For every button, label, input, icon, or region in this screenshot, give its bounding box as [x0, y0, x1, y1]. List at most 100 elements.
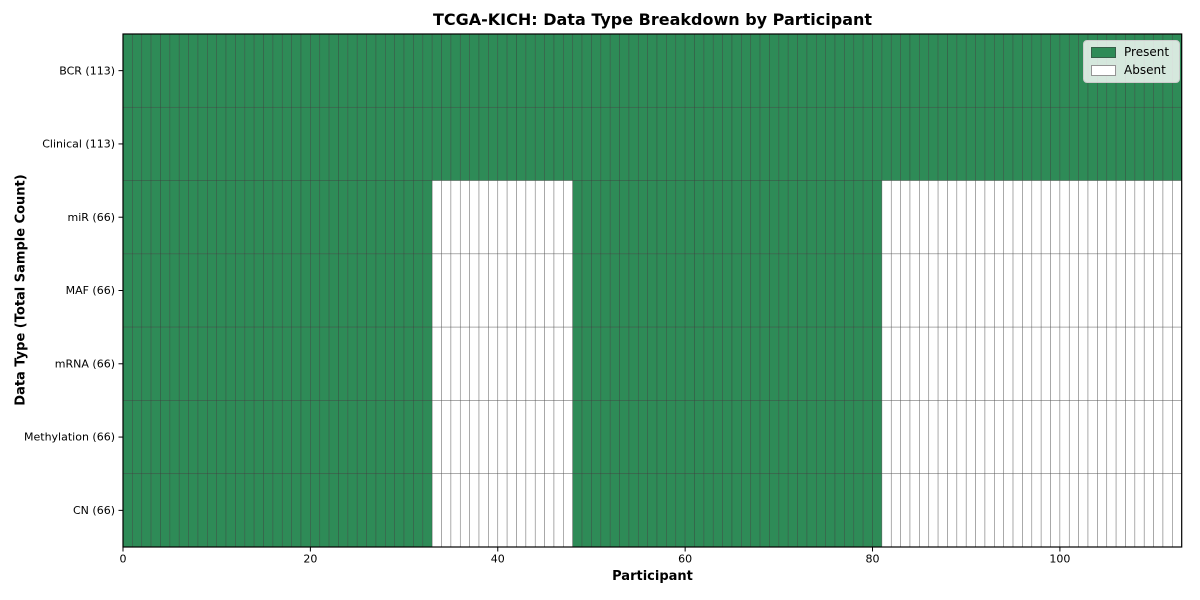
heatmap-cell: [731, 326, 742, 401]
heatmap-cell: [1106, 180, 1117, 255]
heatmap-cell: [928, 33, 939, 108]
heatmap-cell: [1078, 253, 1089, 328]
heatmap-cell: [291, 253, 302, 328]
heatmap-cell: [637, 473, 648, 548]
heatmap-cell: [132, 473, 143, 548]
heatmap-cell: [600, 326, 611, 401]
heatmap-cell: [778, 473, 789, 548]
heatmap-cell: [900, 400, 911, 475]
heatmap-cell: [797, 253, 808, 328]
heatmap-cell: [488, 180, 499, 255]
heatmap-cell: [666, 400, 677, 475]
heatmap-cell: [300, 180, 311, 255]
heatmap-cell: [937, 253, 948, 328]
heatmap-cell: [619, 33, 630, 108]
heatmap-cell: [1134, 106, 1145, 181]
y-tick-label: miR (66): [68, 211, 116, 224]
heatmap-cell: [609, 473, 620, 548]
heatmap-cell: [300, 473, 311, 548]
heatmap-cell: [310, 326, 321, 401]
heatmap-cell: [441, 33, 452, 108]
heatmap-cell: [160, 400, 171, 475]
heatmap-cell: [872, 253, 883, 328]
heatmap-cell: [1097, 400, 1108, 475]
heatmap-cell: [459, 33, 470, 108]
heatmap-cell: [994, 473, 1004, 548]
heatmap-cell: [609, 106, 620, 181]
heatmap-cell: [235, 33, 246, 108]
heatmap-cell: [169, 180, 180, 255]
heatmap-cell: [413, 253, 424, 328]
heatmap-cell: [881, 33, 892, 108]
heatmap-cell: [703, 400, 714, 475]
heatmap-cell: [188, 33, 199, 108]
heatmap-cell: [347, 400, 358, 475]
heatmap-cell: [712, 473, 723, 548]
heatmap-cell: [207, 106, 217, 181]
heatmap-cell: [628, 253, 639, 328]
heatmap-cell: [647, 180, 658, 255]
heatmap-cell: [1143, 106, 1154, 181]
heatmap-cell: [656, 473, 667, 548]
heatmap-cell: [956, 106, 967, 181]
heatmap-cell: [422, 473, 433, 548]
heatmap-cell: [741, 33, 752, 108]
heatmap-cell: [516, 473, 527, 548]
heatmap-cell: [881, 180, 892, 255]
heatmap-cell: [310, 253, 321, 328]
heatmap-cell: [328, 106, 339, 181]
heatmap-cell: [188, 180, 199, 255]
heatmap-cell: [1031, 33, 1042, 108]
heatmap-cell: [862, 253, 873, 328]
heatmap-cell: [403, 326, 414, 401]
heatmap-cell: [244, 106, 255, 181]
heatmap-cell: [469, 180, 480, 255]
x-tick-label: 60: [678, 553, 692, 566]
heatmap-cell: [909, 473, 920, 548]
heatmap-cell: [675, 400, 686, 475]
heatmap-cell: [1097, 253, 1108, 328]
heatmap-cell: [862, 106, 873, 181]
heatmap-cell: [534, 33, 545, 108]
heatmap-cell: [253, 253, 264, 328]
heatmap-cell: [1031, 180, 1042, 255]
heatmap-cell: [1134, 253, 1145, 328]
heatmap-cell: [291, 400, 302, 475]
heatmap-cell: [741, 326, 752, 401]
heatmap-cell: [956, 33, 967, 108]
heatmap-cell: [394, 473, 405, 548]
heatmap-cell: [1068, 400, 1079, 475]
heatmap-cell: [347, 180, 358, 255]
heatmap-cell: [956, 180, 967, 255]
heatmap-cell: [366, 473, 377, 548]
heatmap-cell: [656, 33, 667, 108]
heatmap-cell: [975, 253, 986, 328]
heatmap-cell: [890, 106, 901, 181]
heatmap-cell: [675, 180, 686, 255]
heatmap-cell: [956, 400, 967, 475]
heatmap-cell: [628, 33, 639, 108]
heatmap-cell: [141, 253, 152, 328]
heatmap-cell: [806, 106, 817, 181]
heatmap-cell: [909, 180, 920, 255]
heatmap-cell: [928, 326, 939, 401]
heatmap-cell: [216, 106, 227, 181]
heatmap-cell: [722, 180, 733, 255]
heatmap-cell: [441, 180, 452, 255]
heatmap-cell: [694, 180, 705, 255]
heatmap-cell: [1162, 400, 1173, 475]
heatmap-cell: [385, 33, 395, 108]
heatmap-cell: [675, 33, 686, 108]
heatmap-cell: [1022, 33, 1033, 108]
heatmap-cell: [216, 180, 227, 255]
heatmap-cell: [160, 33, 171, 108]
heatmap-cell: [216, 326, 227, 401]
heatmap-cell: [272, 33, 283, 108]
heatmap-cell: [478, 473, 489, 548]
heatmap-cell: [310, 33, 321, 108]
heatmap-cell: [225, 473, 236, 548]
heatmap-cell: [160, 473, 171, 548]
heatmap-cell: [844, 253, 855, 328]
heatmap-cell: [1050, 400, 1061, 475]
heatmap-cell: [609, 253, 620, 328]
